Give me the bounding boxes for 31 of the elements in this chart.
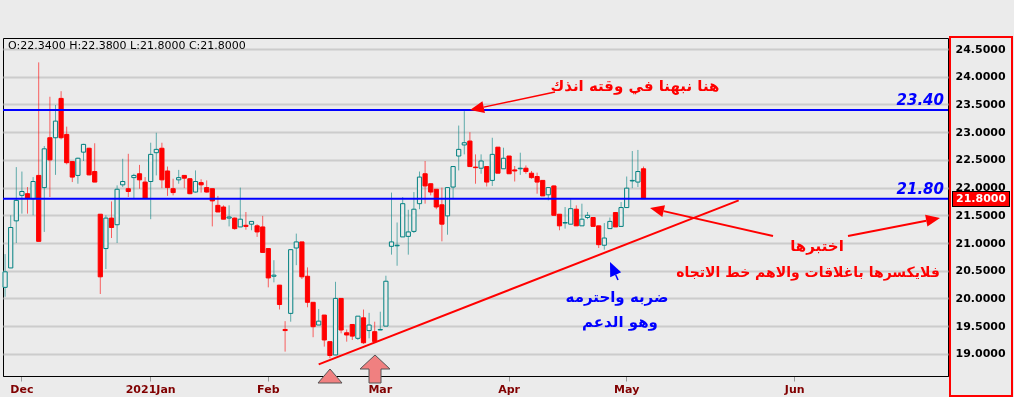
annotation: فلايكسرها باغلاقات والاهم خط الاتجاه: [676, 264, 940, 281]
y-tick-label: 24.0000: [955, 70, 1006, 84]
annotation: اختبرها: [790, 236, 844, 255]
annotation: وهو الدعم: [582, 312, 658, 331]
text: 21.8000: [952, 190, 1011, 207]
y-tick-label: 19.0000: [955, 347, 1006, 361]
annotation: هنا نبهنا في وقته انذك: [550, 76, 720, 95]
x-tick-label: May: [614, 382, 640, 396]
y-tick-label: 20.5000: [955, 264, 1006, 278]
y-tick-label: 19.5000: [955, 319, 1006, 333]
y-tick-label: 21.5000: [955, 208, 1006, 222]
x-tick-label: Apr: [498, 382, 521, 396]
y-tick-label: 24.5000: [955, 42, 1006, 56]
candlestick: [243, 211, 249, 231]
x-tick-label: Jun: [783, 382, 805, 396]
candlestick: [170, 178, 176, 196]
x-tick-label: Feb: [257, 382, 280, 396]
ref-line-label: 21.80: [896, 179, 944, 198]
candlestick: [198, 178, 204, 194]
candlestick: [523, 164, 529, 175]
ref-line-label: 23.40: [896, 91, 944, 110]
x-tick-label: 2021Jan: [125, 382, 176, 396]
x-tick-label: Dec: [10, 382, 34, 396]
y-tick-label: 20.0000: [955, 291, 1006, 305]
annotation: ضربه واحترمه: [565, 287, 669, 306]
y-tick-label: 22.5000: [955, 153, 1006, 167]
y-tick-label: 23.5000: [955, 97, 1006, 111]
x-tick-label: Mar: [368, 382, 393, 396]
y-tick-label: 21.0000: [955, 236, 1006, 250]
y-tick-label: 23.0000: [955, 125, 1006, 139]
annotation: O:22.3400 H:22.3800 L:21.8000 C:21.8000: [8, 39, 246, 53]
